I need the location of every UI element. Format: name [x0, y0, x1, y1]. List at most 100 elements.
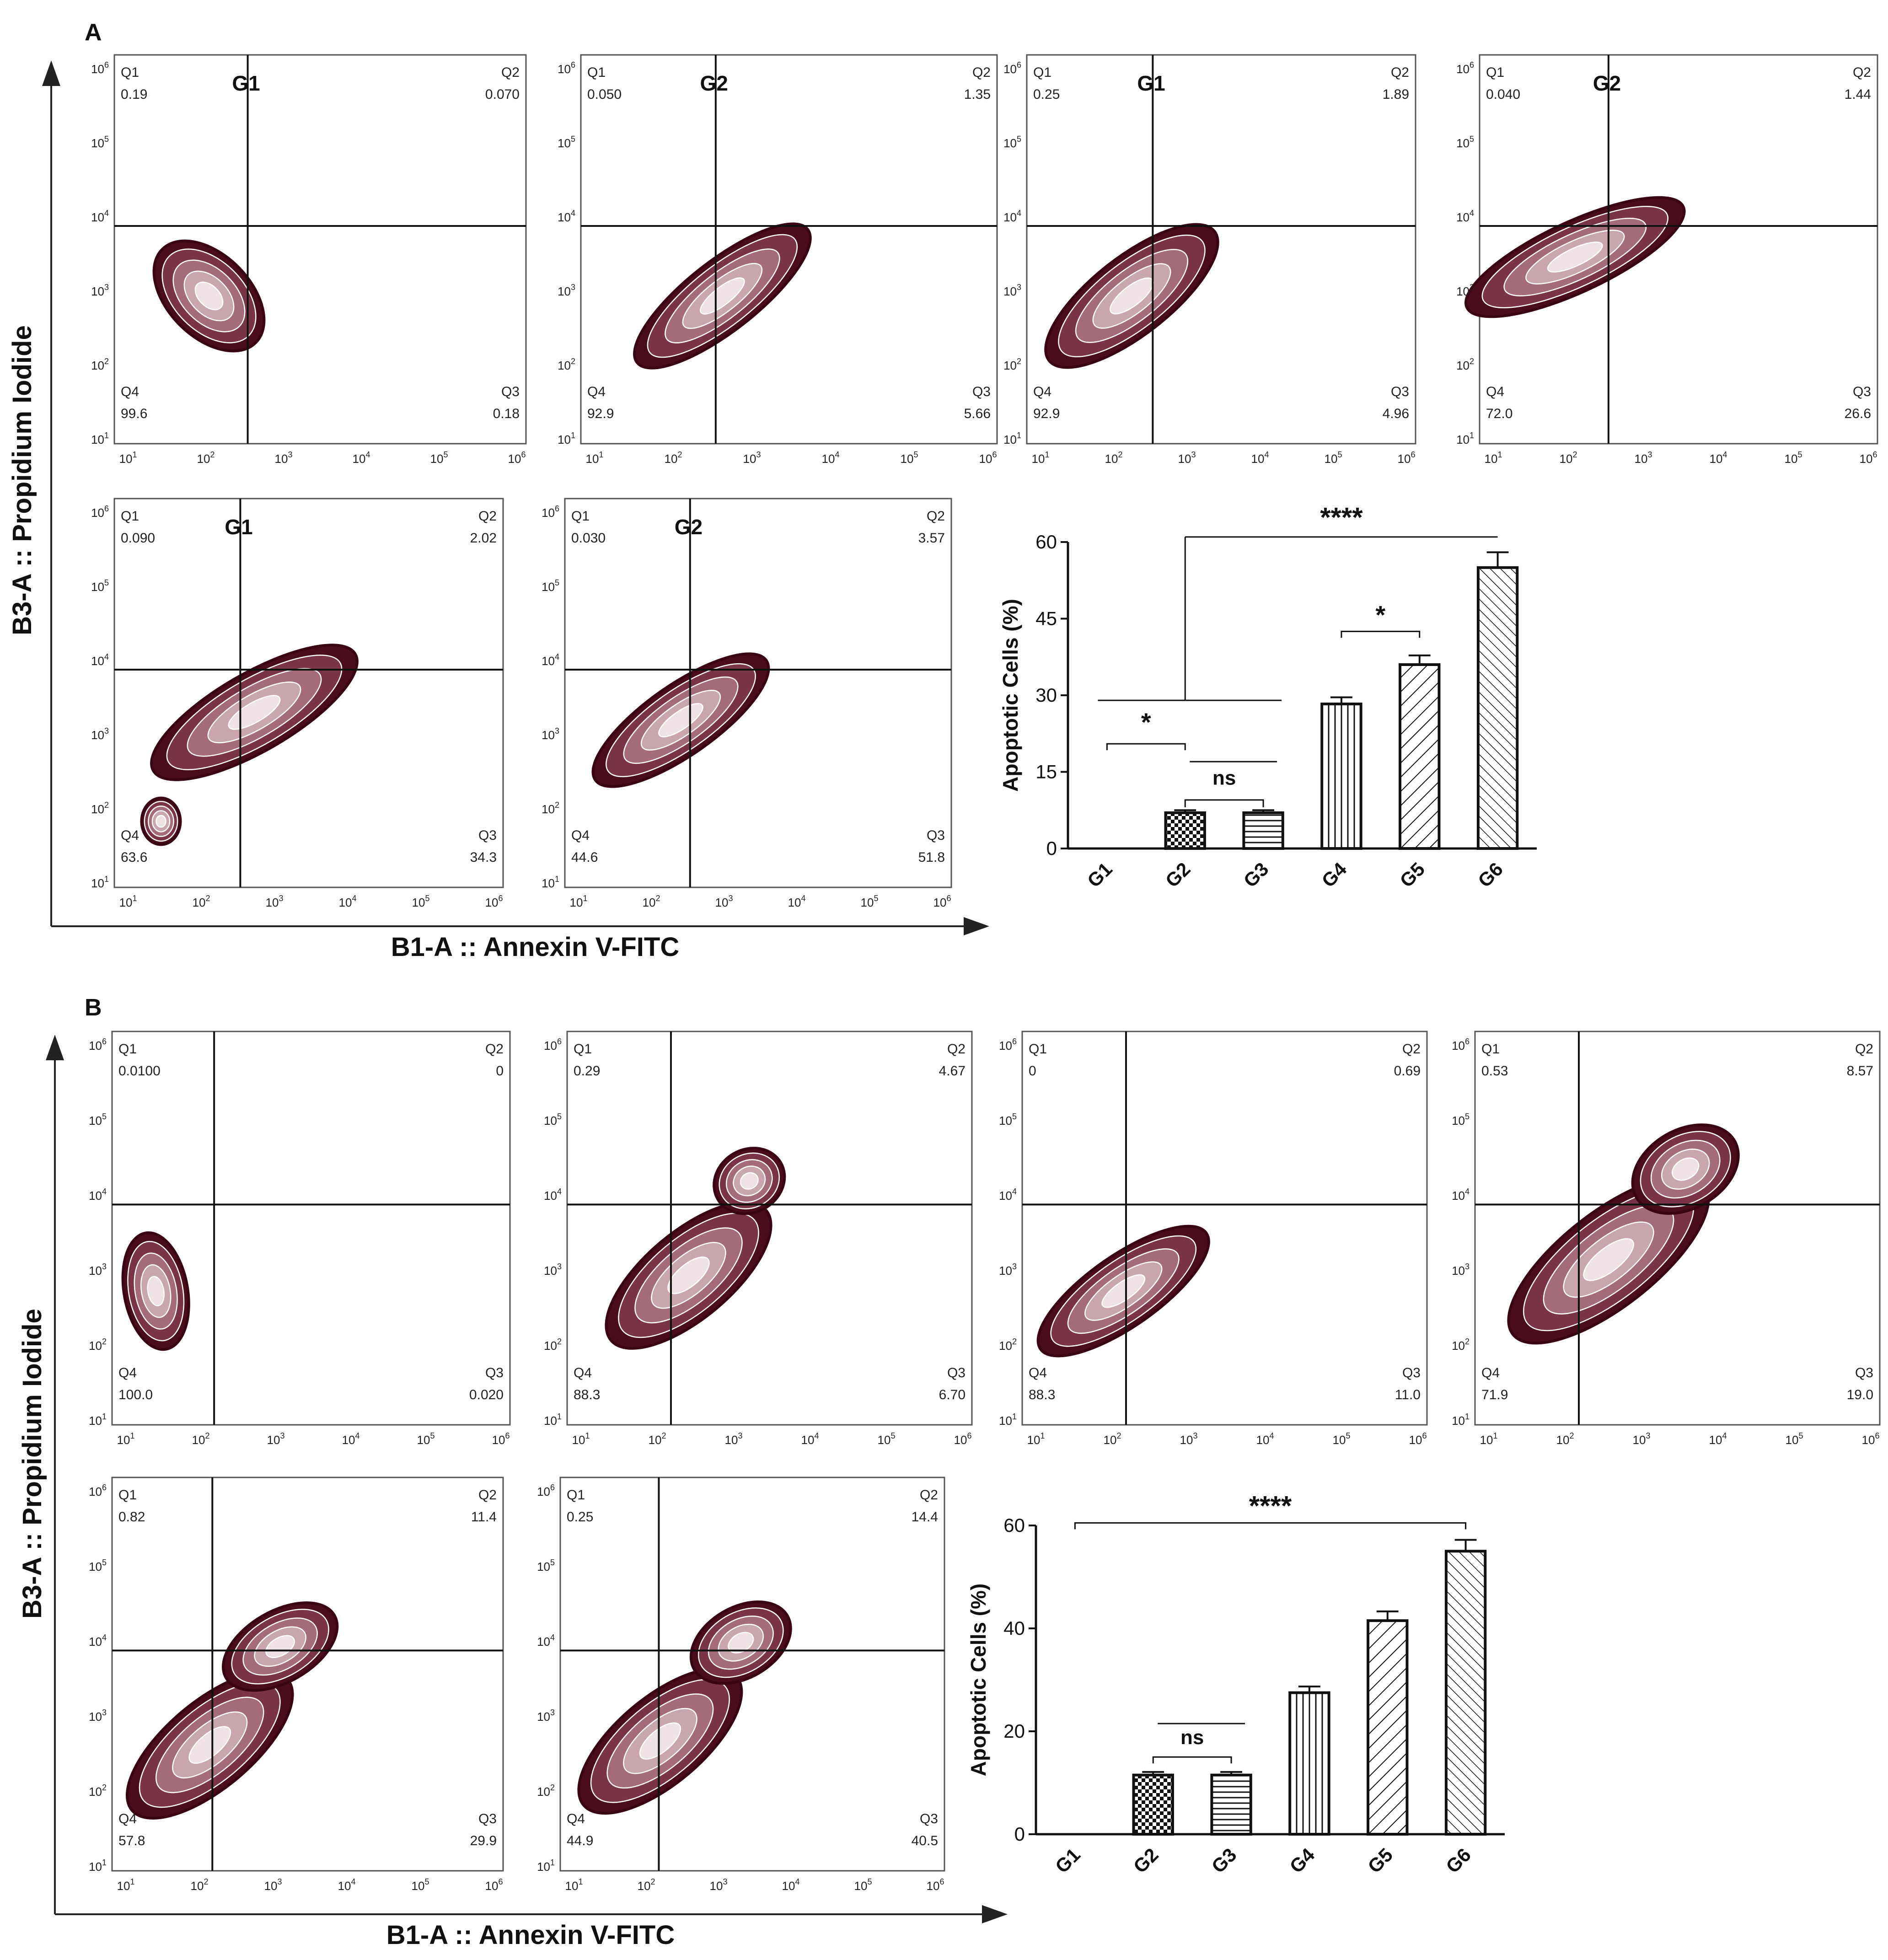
q4-label: Q4 [121, 828, 139, 843]
bracket-line [1184, 799, 1264, 807]
bracket-line [1152, 1756, 1232, 1764]
significance-label: **** [1320, 502, 1363, 533]
q4-label: Q4 [118, 1365, 137, 1380]
density-contour-1-5 [1101, 1274, 1146, 1308]
q3-label: Q3 [1853, 384, 1871, 399]
y-tick-label: 45 [1035, 608, 1057, 629]
x-tick-label: 106 [1860, 450, 1877, 466]
x-tick-label: 103 [1178, 450, 1196, 466]
y-tick-label: 102 [91, 800, 109, 816]
x-tick-label: 106 [927, 1877, 944, 1893]
x-tick-label: 105 [901, 450, 918, 466]
q4-value: 100.0 [118, 1387, 153, 1402]
x-tick-label: 103 [1180, 1431, 1198, 1447]
q3-label: Q3 [1402, 1365, 1421, 1380]
q1-label: Q1 [1486, 65, 1504, 80]
y-tick-label: 103 [537, 1708, 555, 1724]
q3-label: Q3 [1855, 1365, 1873, 1380]
x-tick-label: 101 [117, 1431, 135, 1447]
q3-value: 34.3 [470, 850, 497, 865]
y-tick-label: 103 [1456, 283, 1474, 298]
y-tick-label: 103 [91, 726, 109, 742]
q1-value: 0.090 [121, 531, 155, 546]
q2-label: Q2 [485, 1042, 504, 1057]
q1-label: Q1 [118, 1487, 137, 1503]
significance-bracket: **** [1185, 502, 1498, 538]
q3-value: 51.8 [918, 850, 945, 865]
q1-value: 0.030 [571, 531, 606, 546]
x-tick-label: 102 [665, 450, 682, 466]
x-tick-label: 102 [1104, 1431, 1121, 1447]
q4-label: Q4 [574, 1365, 592, 1380]
x-tick-label: 101 [570, 894, 588, 909]
significance-bracket: ns [1184, 767, 1264, 807]
x-tick-label: 103 [743, 450, 761, 466]
q1-label: Q1 [1481, 1042, 1500, 1057]
x-tick-label: 102 [643, 894, 660, 909]
q4-value: 71.9 [1481, 1387, 1508, 1402]
x-tick-label: 102 [1105, 450, 1123, 466]
y-tick-label: 60 [1035, 531, 1057, 553]
x-tick-label: G6 [1442, 1844, 1475, 1877]
y-tick-label: 106 [89, 1037, 107, 1052]
q1-value: 0.29 [574, 1063, 600, 1079]
q4-value: 88.3 [574, 1387, 600, 1402]
q1-value: 0.53 [1481, 1063, 1508, 1079]
x-tick-label: 103 [725, 1431, 743, 1447]
x-tick-label: G3 [1239, 858, 1273, 891]
y-tick-label: 102 [558, 357, 575, 372]
q2-label: Q2 [1853, 65, 1871, 80]
x-tick-label: 101 [572, 1431, 590, 1447]
y-tick-label: 0 [1014, 1823, 1025, 1845]
x-tick-label: 105 [412, 1877, 429, 1893]
q4-value: 99.6 [121, 406, 147, 421]
flow-plot-title: G2 [1593, 71, 1621, 95]
q4-value: 44.9 [567, 1833, 593, 1848]
x-tick-label: 104 [353, 450, 370, 466]
q1-label: Q1 [1033, 65, 1051, 80]
x-tick-label: 106 [979, 450, 997, 466]
q2-value: 1.35 [964, 87, 991, 102]
y-tick-label: 102 [1003, 357, 1021, 372]
q3-label: Q3 [485, 1365, 504, 1380]
q3-label: Q3 [972, 384, 991, 399]
flow-plot-title: G1 [225, 515, 252, 539]
significance-bracket: ns [1152, 1726, 1232, 1764]
y-tick-label: 104 [91, 652, 109, 668]
q1-value: 0.25 [1033, 87, 1060, 102]
bar-g6 [1476, 566, 1519, 850]
y-tick-label: 104 [558, 209, 575, 224]
q1-label: Q1 [571, 509, 590, 524]
x-tick-label: G4 [1285, 1844, 1319, 1877]
q4-label: Q4 [587, 384, 606, 399]
x-tick-label: G3 [1207, 1844, 1241, 1877]
y-tick-label: 103 [89, 1708, 107, 1724]
q1-label: Q1 [118, 1042, 137, 1057]
y-tick-label: 101 [542, 875, 559, 890]
y-tick-label: 106 [91, 60, 109, 76]
y-tick-label: 105 [1456, 134, 1474, 150]
y-tick-label: 101 [1003, 431, 1021, 446]
q1-value: 0 [1029, 1063, 1036, 1079]
q4-value: 44.6 [571, 850, 598, 865]
density-contour-1-5 [667, 1257, 710, 1294]
y-tick-label: 106 [1003, 60, 1021, 76]
y-tick-label: 106 [558, 60, 575, 76]
y-tick-label: 102 [1456, 357, 1474, 372]
bar-g3 [1242, 811, 1284, 850]
flow-plot-a-6: Q1 0.030 Q2 3.57 Q3 51.8 Q4 44.6 G2 101 101 102 102 1… [542, 498, 952, 909]
y-tick-label: 106 [537, 1483, 555, 1498]
flow-plot-a-5: Q1 0.090 Q2 2.02 Q3 34.3 Q4 63.6 G1 101 101 102 102 1… [91, 498, 504, 909]
y-tick-label: 105 [558, 134, 575, 150]
bar-g6 [1444, 1550, 1487, 1836]
bar-g2 [1164, 811, 1206, 850]
q1-value: 0.050 [587, 87, 622, 102]
x-tick-label: 106 [933, 894, 951, 909]
x-tick-label: 101 [117, 1877, 135, 1893]
y-tick-label: 104 [89, 1633, 107, 1649]
y-tick-label: 101 [558, 431, 575, 446]
x-tick-label: 101 [1027, 1431, 1045, 1447]
q4-value: 88.3 [1029, 1387, 1055, 1402]
density-contour-2-5 [740, 1172, 759, 1190]
y-tick-label: 101 [1456, 431, 1474, 446]
